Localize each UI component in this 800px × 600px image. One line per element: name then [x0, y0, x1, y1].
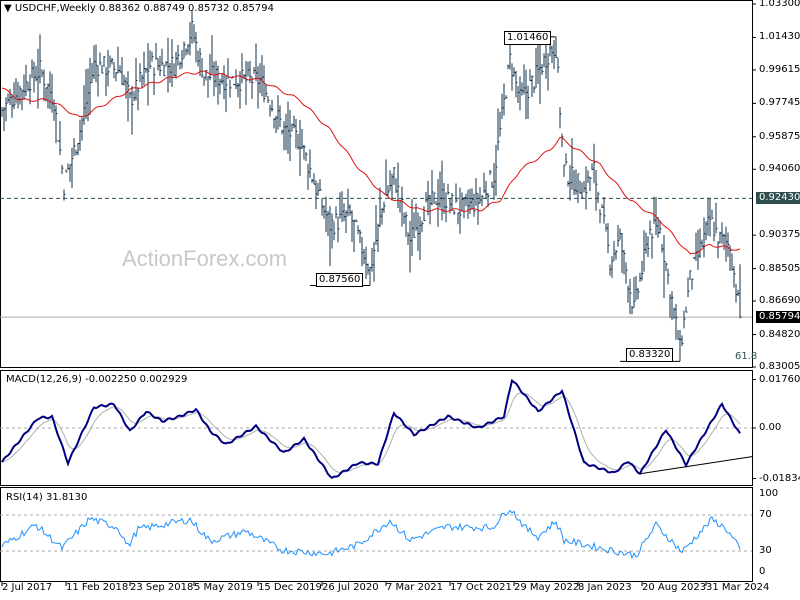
symbol-label: USDCHF,Weekly [14, 3, 96, 14]
macd-axis-label: -0.01834 [759, 472, 800, 484]
annotation-box: 0.87560 [316, 272, 364, 287]
resistance-price-box: 0.92430 [756, 192, 800, 205]
macd-title: MACD(12,26,9) -0.002250 0.002929 [6, 374, 188, 385]
macd-axis-label: 0.017603 [759, 373, 800, 385]
annotation-box: 1.01460 [504, 30, 552, 45]
rsi-axis-label: 0 [759, 566, 766, 577]
rsi-axis-label: 30 [759, 545, 772, 556]
price-axis-label: 0.90375 [759, 229, 800, 241]
date-axis-label: 20 Aug 2023 [642, 582, 707, 593]
date-axis-label: 5 May 2019 [194, 582, 253, 593]
price-axis-label: 1.03300 [759, 0, 800, 9]
rsi-axis-label: 100 [759, 488, 779, 499]
date-axis-label: 2 Jul 2017 [2, 582, 53, 593]
price-axis-label: 0.94060 [759, 163, 800, 175]
macd-signal-line [1, 392, 741, 474]
price-axis-label: 0.97745 [759, 97, 800, 109]
date-axis-label: 29 May 2022 [514, 582, 580, 593]
macd-line [1, 378, 741, 480]
date-axis-label: 26 Jul 2020 [322, 582, 379, 593]
price-axis-label: 0.84820 [759, 328, 800, 340]
date-axis-label: 7 Mar 2021 [386, 582, 444, 593]
date-axis-label: 23 Sep 2018 [130, 582, 194, 593]
price-axis-label: 0.83005 [759, 361, 800, 372]
watermark: ActionForex.com [122, 246, 288, 271]
price-axis-label: 0.88505 [759, 262, 800, 274]
date-axis-label: 15 Dec 2019 [258, 582, 322, 593]
date-axis-label: 8 Jan 2023 [578, 582, 632, 593]
price-axis-label: 0.99615 [759, 63, 800, 75]
rsi-panel-frame [0, 487, 753, 582]
price-axis-label: 0.95875 [759, 130, 800, 142]
date-axis-label: 31 Mar 2024 [706, 582, 770, 593]
main-title: ▼ USDCHF,Weekly 0.88362 0.88749 0.85732 … [4, 3, 274, 14]
date-axis-label: 11 Feb 2018 [66, 582, 129, 593]
rsi-line [1, 509, 741, 560]
main-panel-frame [0, 0, 753, 368]
current-price-box: 0.85794 [756, 311, 800, 324]
date-axis-label: 17 Oct 2021 [450, 582, 512, 593]
price-axis-label: 1.01430 [759, 31, 800, 43]
price-axis-label: 0.86690 [759, 295, 800, 307]
fib-level-label: 61.8 [735, 351, 758, 362]
moving-average-line [1, 70, 741, 255]
macd-axis-label: 0.00 [759, 422, 782, 433]
macd-trendline [639, 456, 753, 475]
collapse-triangle-icon[interactable]: ▼ [4, 3, 12, 14]
annotation-box: 0.83320 [626, 348, 674, 363]
ohlc-values: 0.88362 0.88749 0.85732 0.85794 [98, 3, 274, 14]
rsi-axis-label: 70 [759, 509, 772, 520]
rsi-title: RSI(14) 31.8130 [6, 492, 88, 503]
